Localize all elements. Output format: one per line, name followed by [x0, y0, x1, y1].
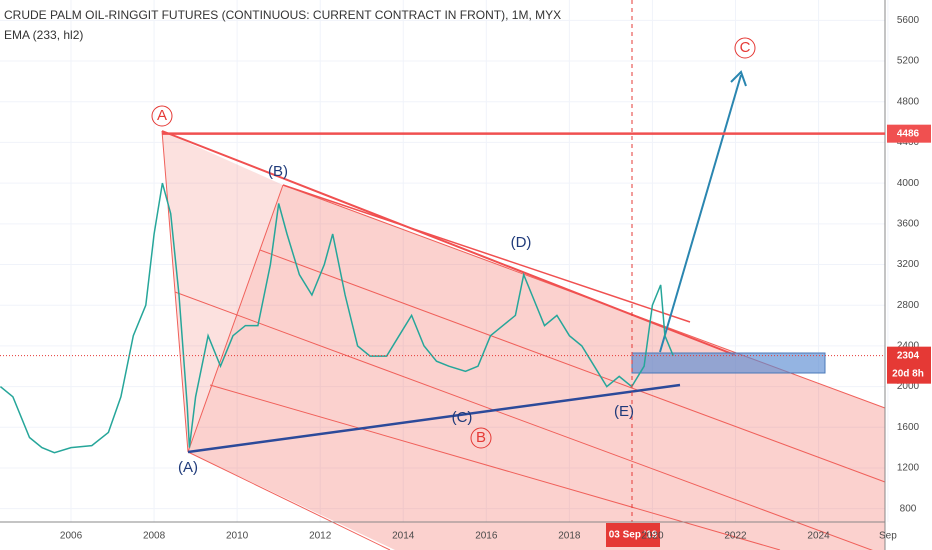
- y-tick-label: 5600: [897, 15, 920, 26]
- wave-fill: [162, 131, 283, 452]
- x-tick-label: 2006: [60, 531, 83, 542]
- y-tick-label: 2400: [897, 341, 920, 352]
- y-tick-label: 4800: [897, 96, 920, 107]
- x-tick-label: 2012: [309, 531, 332, 542]
- wave-label: A: [157, 107, 167, 124]
- indicator-label: EMA (233, hl2): [4, 28, 83, 42]
- wave-label: (B): [268, 163, 288, 180]
- wave-circle: [151, 105, 173, 127]
- projection-arrow: [659, 74, 742, 353]
- y-tick-label: 3600: [897, 218, 920, 229]
- y-tick-label: 2800: [897, 300, 920, 311]
- x-tick-label: 2014: [392, 531, 415, 542]
- trend-line: [282, 184, 691, 323]
- y-tick-label: 5200: [897, 56, 920, 67]
- chart-title: CRUDE PALM OIL-RINGGIT FUTURES (CONTINUO…: [4, 8, 561, 22]
- y-tick-label: 1600: [897, 422, 920, 433]
- grid: [0, 0, 889, 522]
- x-tick-label: 2018: [558, 531, 581, 542]
- x-tick-label: Sep: [879, 531, 897, 542]
- channel-fill: [188, 185, 885, 550]
- wave-circle: [470, 427, 492, 449]
- y-tick-label: 3200: [897, 259, 920, 270]
- plot: [0, 182, 674, 454]
- y-tick-label: 800: [900, 503, 917, 514]
- price-tag: [887, 346, 931, 384]
- y-tick-label: 2000: [897, 381, 920, 392]
- x-tick-label: 2008: [143, 531, 166, 542]
- price-line: [0, 182, 674, 454]
- wave-label: B: [476, 429, 486, 446]
- wave-label: (E): [614, 403, 634, 420]
- countdown-label: 20d 8h: [892, 368, 924, 379]
- wave-label: (A): [178, 459, 198, 476]
- cursor-date-box: [606, 523, 660, 547]
- level-tag: [887, 124, 931, 143]
- y-tick-label: 4000: [897, 178, 920, 189]
- cursor-date: 03 Sep '19: [609, 530, 658, 541]
- x-tick-label: 2024: [807, 531, 830, 542]
- level-label: 4486: [897, 128, 920, 139]
- x-tick-label: 2016: [475, 531, 498, 542]
- wave-circle: [734, 37, 756, 59]
- arrow-head: [730, 70, 747, 87]
- wave-label: (D): [511, 234, 532, 251]
- trend-line: [161, 130, 736, 356]
- price-label: 2304: [897, 350, 920, 361]
- wave-label: C: [740, 39, 751, 56]
- wave-label: (C): [452, 409, 473, 426]
- base-line: [187, 383, 681, 454]
- y-tick-label: 1200: [897, 463, 920, 474]
- x-tick-label: 2020: [641, 531, 664, 542]
- x-tick-label: 2022: [724, 531, 747, 542]
- x-tick-label: 2010: [226, 531, 249, 542]
